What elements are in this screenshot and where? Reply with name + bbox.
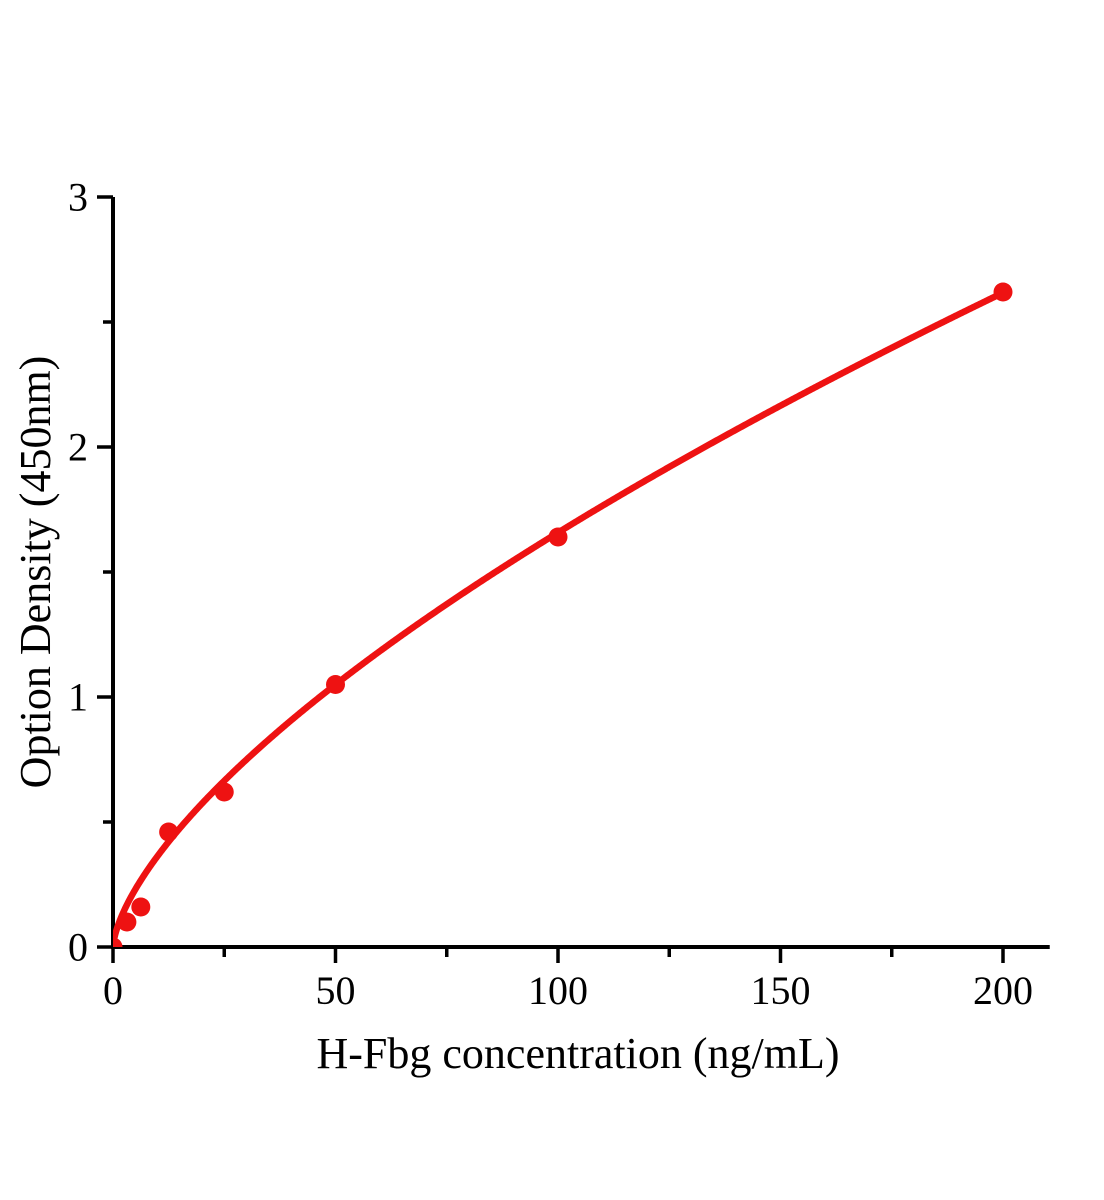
x-tick-label: 100 (528, 968, 588, 1013)
y-axis-title: Option Density (450nm) (11, 356, 60, 789)
x-axis-title: H-Fbg concentration (ng/mL) (317, 1029, 840, 1078)
data-layer (113, 282, 1013, 947)
y-tick-label: 3 (68, 175, 88, 220)
data-point-marker (548, 527, 568, 547)
y-tick-label: 1 (68, 675, 88, 720)
x-tick-label: 150 (751, 968, 811, 1013)
x-tick-label: 50 (316, 968, 356, 1013)
x-tick-label: 0 (103, 968, 123, 1013)
data-point-marker (113, 937, 123, 947)
data-point-marker (214, 782, 234, 802)
data-point-marker (993, 282, 1013, 302)
data-point-marker (159, 822, 179, 842)
y-tick-label: 0 (68, 925, 88, 970)
x-tick-label: 200 (973, 968, 1033, 1013)
data-point-marker (131, 897, 151, 917)
data-point-marker (326, 675, 345, 694)
fit-curve-path (113, 289, 1007, 947)
y-tick-label: 2 (68, 425, 88, 470)
data-point-marker (117, 912, 137, 932)
